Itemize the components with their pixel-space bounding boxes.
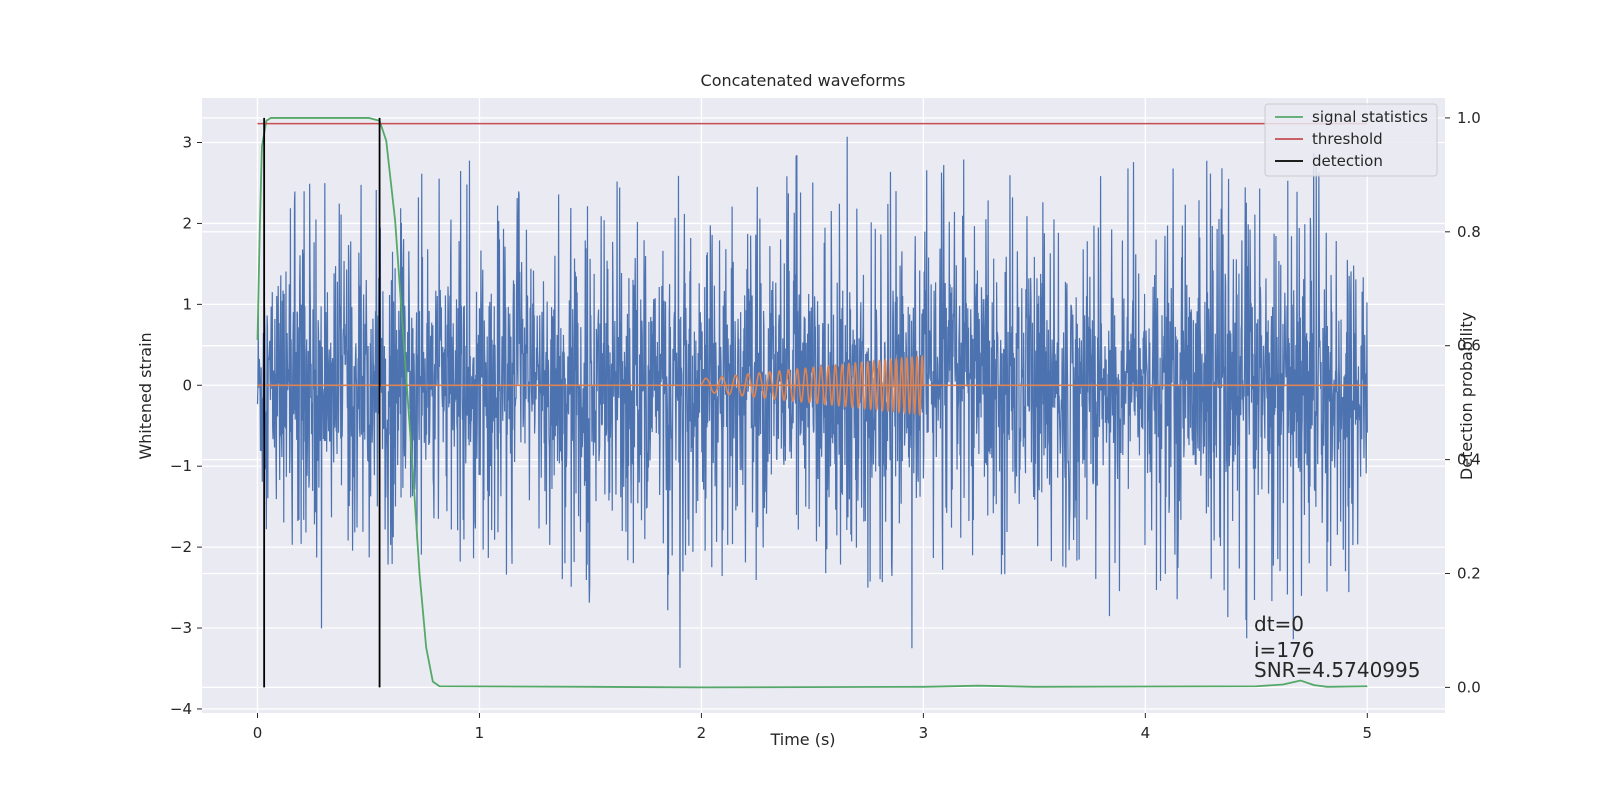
annotation-index: i=176 [1254,638,1315,662]
strain-series [256,136,1368,668]
x-axis-ticks: 0 1 2 3 4 5 [253,713,1372,742]
x-tick-label-4: 4 [1141,724,1151,742]
x-tick-label-1: 1 [475,724,485,742]
x-tick-label-5: 5 [1363,724,1373,742]
y2-axis-label: Detection probability [1457,312,1476,480]
y-tick-label-0: −4 [170,700,192,718]
legend-label-signal-statistics: signal statistics [1312,108,1428,126]
annotation-block: dt=0 i=176 SNR=4.5740995 [1254,612,1420,682]
x-tick-label-2: 2 [697,724,707,742]
y-tick-label-7: 3 [182,134,192,152]
y2-tick-label-3: 0.6 [1457,337,1481,355]
legend: signal statistics threshold detection [1264,103,1438,177]
legend-label-detection: detection [1312,152,1383,170]
y2-tick-label-4: 0.8 [1457,223,1481,241]
y2-tick-label-5: 1.0 [1457,109,1481,127]
legend-label-threshold: threshold [1312,130,1383,148]
y-tick-label-2: −2 [170,538,192,556]
x-axis-label: Time (s) [769,730,835,749]
chart-title: Concatenated waveforms [701,71,906,90]
y-axis-ticks: −4 −3 −2 −1 0 1 2 3 [170,134,202,718]
x-tick-label-0: 0 [253,724,263,742]
injected-waveform-line [700,354,925,417]
annotation-dt: dt=0 [1254,612,1304,636]
annotation-snr: SNR=4.5740995 [1254,658,1420,682]
injected-waveform-series [257,354,1368,417]
legend-box [1264,103,1438,177]
y-tick-label-3: −1 [170,457,192,475]
detection-series [263,117,381,688]
y2-tick-label-1: 0.2 [1457,564,1481,582]
y-tick-label-5: 1 [182,295,192,313]
y2-axis-ticks: 0.0 0.2 0.4 0.6 0.8 1.0 [1445,109,1481,696]
strain-line [256,136,1368,668]
y2-tick-label-2: 0.4 [1457,451,1481,469]
x-tick-label-3: 3 [919,724,929,742]
signal-statistics-line [256,117,1368,689]
y-axis-label: Whitened strain [136,332,155,459]
y-tick-label-4: 0 [182,376,192,394]
signal-statistics-series [256,117,1368,689]
y2-tick-label-0: 0.0 [1457,678,1481,696]
y-tick-label-6: 2 [182,214,192,232]
y-tick-label-1: −3 [170,619,192,637]
